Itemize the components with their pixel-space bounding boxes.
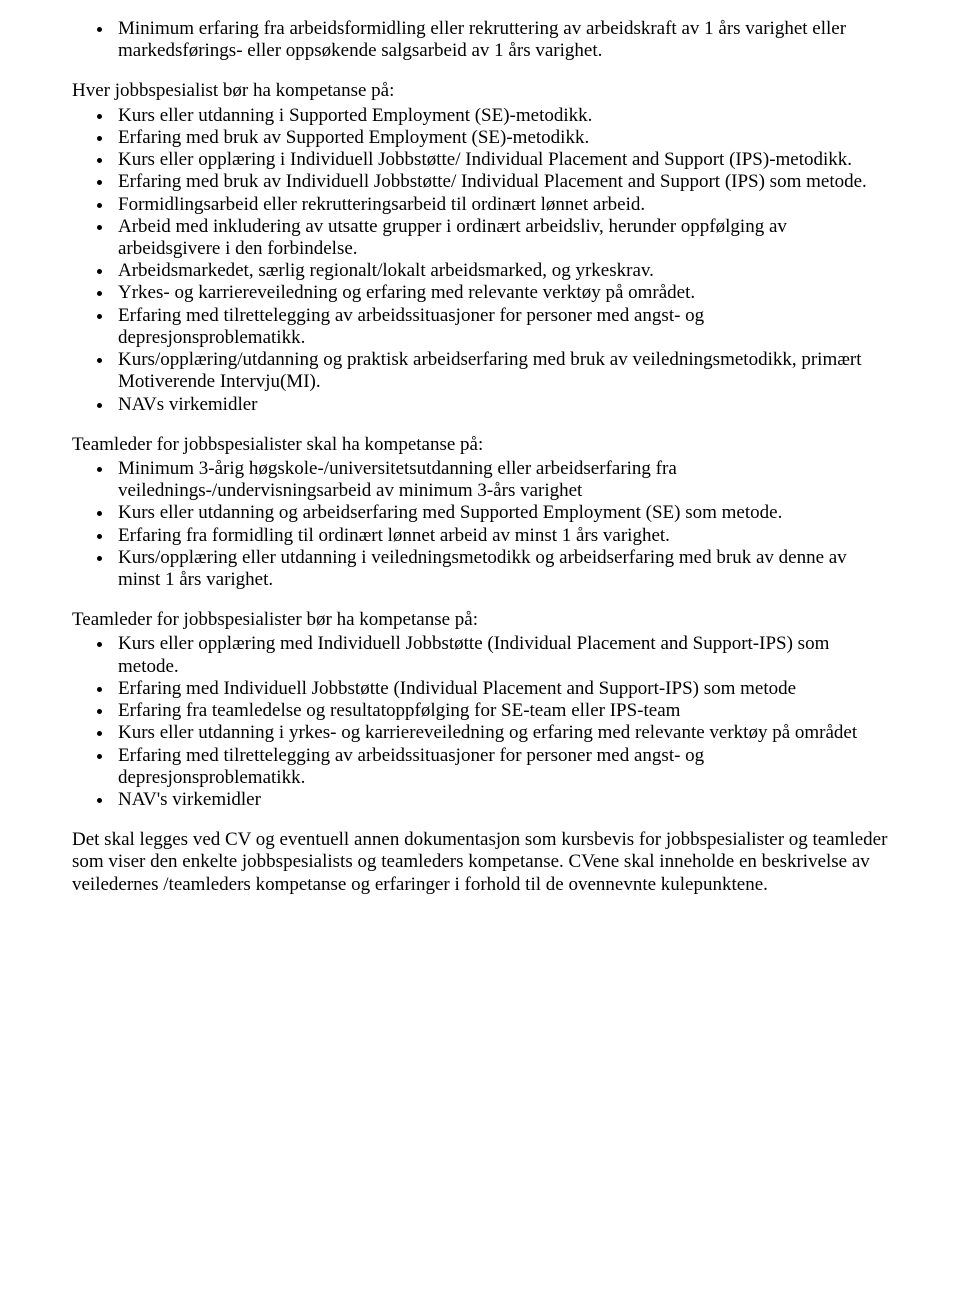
list-item: Kurs eller opplæring med Individuell Job…	[114, 633, 888, 677]
bullet-list-intro: Minimum erfaring fra arbeidsformidling e…	[72, 18, 888, 62]
list-item: Erfaring med Individuell Jobbstøtte (Ind…	[114, 678, 888, 700]
list-item: Arbeid med inkludering av utsatte gruppe…	[114, 216, 888, 260]
bullet-list-teamleder-bor: Kurs eller opplæring med Individuell Job…	[72, 633, 888, 811]
list-item: Yrkes- og karriereveiledning og erfaring…	[114, 282, 888, 304]
list-item: Kurs eller opplæring i Individuell Jobbs…	[114, 149, 888, 171]
list-item: Minimum 3-årig høgskole-/universitetsutd…	[114, 458, 888, 502]
list-item: Arbeidsmarkedet, særlig regionalt/lokalt…	[114, 260, 888, 282]
list-item: Formidlingsarbeid eller rekrutteringsarb…	[114, 194, 888, 216]
list-item: Erfaring fra formidling til ordinært løn…	[114, 525, 888, 547]
list-item: NAV's virkemidler	[114, 789, 888, 811]
list-item: Erfaring med bruk av Supported Employmen…	[114, 127, 888, 149]
list-item: Kurs eller utdanning i yrkes- og karrier…	[114, 722, 888, 744]
list-item: Erfaring med bruk av Individuell Jobbstø…	[114, 171, 888, 193]
list-item: Kurs/opplæring eller utdanning i veiledn…	[114, 547, 888, 591]
bullet-list-teamleder-skal: Minimum 3-årig høgskole-/universitetsutd…	[72, 458, 888, 591]
list-item: Kurs eller utdanning og arbeidserfaring …	[114, 502, 888, 524]
paragraph-heading: Hver jobbspesialist bør ha kompetanse på…	[72, 80, 888, 102]
list-item: Erfaring med tilrettelegging av arbeidss…	[114, 305, 888, 349]
bullet-list-jobbspesialist-bor: Kurs eller utdanning i Supported Employm…	[72, 105, 888, 416]
paragraph-heading: Teamleder for jobbspesialister skal ha k…	[72, 434, 888, 456]
list-item: Kurs/opplæring/utdanning og praktisk arb…	[114, 349, 888, 393]
list-item: Erfaring med tilrettelegging av arbeidss…	[114, 745, 888, 789]
list-item: Erfaring fra teamledelse og resultatoppf…	[114, 700, 888, 722]
list-item: NAVs virkemidler	[114, 394, 888, 416]
list-item: Kurs eller utdanning i Supported Employm…	[114, 105, 888, 127]
closing-paragraph: Det skal legges ved CV og eventuell anne…	[72, 829, 888, 896]
list-item: Minimum erfaring fra arbeidsformidling e…	[114, 18, 888, 62]
paragraph-heading: Teamleder for jobbspesialister bør ha ko…	[72, 609, 888, 631]
